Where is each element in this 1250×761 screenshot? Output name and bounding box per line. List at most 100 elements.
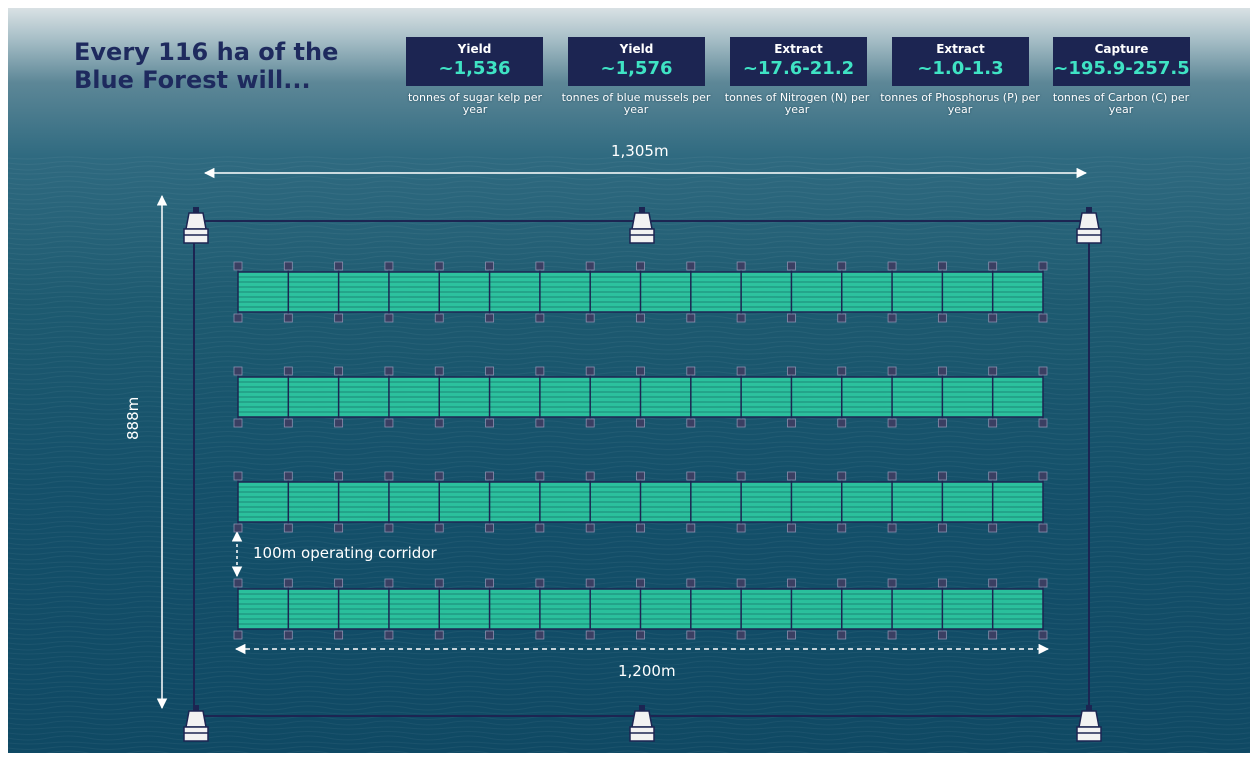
wave-line (8, 201, 1250, 205)
anchor-marker (837, 630, 847, 640)
anchor-marker (636, 578, 645, 588)
wave-line (8, 156, 1250, 160)
anchor-marker (686, 630, 696, 640)
buoy-base (629, 228, 655, 244)
anchor-marker (988, 578, 998, 588)
anchor-marker (787, 261, 796, 271)
anchor-marker (233, 313, 243, 323)
wave-line (8, 630, 1250, 636)
buoy-icon (629, 705, 655, 742)
buoy-body (185, 710, 207, 728)
anchor-marker (736, 630, 746, 640)
anchor-marker (937, 261, 947, 271)
farm-rows (233, 261, 1048, 640)
stat-value: ~1,536 (438, 58, 511, 79)
anchor-marker (434, 418, 444, 428)
anchor-marker (334, 578, 344, 588)
wave-line (8, 255, 1250, 261)
wave-line (8, 570, 1250, 576)
anchor-marker (636, 523, 645, 533)
anchor-marker (736, 471, 746, 481)
anchor-marker (283, 578, 293, 588)
site-height-label: 888m (124, 396, 142, 440)
anchor-marker (787, 523, 796, 533)
anchor-marker (535, 313, 545, 323)
buoy-base (1076, 726, 1102, 742)
anchor-marker (434, 578, 444, 588)
anchor-marker (384, 366, 394, 376)
buoy-body (1078, 710, 1100, 728)
stat-verb: Yield (457, 42, 492, 56)
buoy-top (1086, 705, 1092, 711)
wave-line (8, 321, 1250, 325)
anchor-marker (736, 261, 746, 271)
anchor-marker (887, 630, 897, 640)
stat-value: ~17.6-21.2 (742, 58, 855, 79)
anchor-marker (1038, 366, 1048, 376)
anchor-marker (334, 366, 344, 376)
wave-line (8, 656, 1250, 660)
stat-verb: Extract (774, 42, 823, 56)
wave-line (8, 195, 1250, 201)
anchor-marker (937, 471, 947, 481)
stat-caption: tonnes of Phosphorus (P) per year (880, 91, 1040, 116)
anchor-marker (585, 578, 595, 588)
wave-line (8, 251, 1250, 255)
infographic: Every 116 ha of the Blue Forest will... … (8, 8, 1250, 753)
buoy-icon (183, 207, 209, 244)
wave-line (8, 576, 1250, 580)
anchor-marker (686, 578, 696, 588)
stat-caption: tonnes of sugar kelp per year (407, 91, 543, 116)
anchor-marker (233, 523, 243, 533)
stat-value: ~1.0-1.3 (917, 58, 1004, 79)
anchor-marker (636, 630, 645, 640)
buoy-body (185, 212, 207, 230)
corridor-label: 100m operating corridor (253, 544, 437, 562)
anchor-marker (1038, 578, 1048, 588)
wave-line (8, 315, 1250, 321)
anchor-marker (233, 630, 243, 640)
anchor-marker (887, 418, 897, 428)
stat-box-mussel-yield: Yield ~1,576 (568, 37, 705, 86)
wave-line (8, 336, 1250, 340)
wave-line (8, 536, 1250, 540)
anchor-marker (233, 471, 243, 481)
anchor-marker (334, 313, 344, 323)
anchor-marker (233, 578, 243, 588)
wave-line (8, 555, 1250, 561)
anchor-marker (1038, 313, 1048, 323)
anchor-marker (837, 471, 847, 481)
wave-line (8, 461, 1250, 465)
wave-line (8, 326, 1250, 330)
anchor-marker (535, 418, 545, 428)
wave-line (8, 360, 1250, 366)
wave-line (8, 690, 1250, 696)
anchor-marker (937, 418, 947, 428)
anchor-marker (535, 471, 545, 481)
wave-line (8, 465, 1250, 471)
anchor-marker (736, 418, 746, 428)
stat-box-phosphorus-extract: Extract ~1.0-1.3 (892, 37, 1029, 86)
anchor-marker (434, 261, 444, 271)
wave-line (8, 261, 1250, 265)
anchor-marker (283, 418, 293, 428)
anchor-marker (636, 313, 645, 323)
wave-line (8, 356, 1250, 360)
buoy-top (639, 207, 645, 213)
stat-caption: tonnes of Carbon (C) per year (1052, 91, 1190, 116)
anchor-marker (585, 471, 595, 481)
anchor-marker (384, 630, 394, 640)
anchor-marker (787, 471, 796, 481)
wave-line (8, 311, 1250, 315)
stat-box-nitrogen-extract: Extract ~17.6-21.2 (730, 37, 867, 86)
wave-line (8, 191, 1250, 195)
anchor-marker (686, 471, 696, 481)
buoy-icon (1076, 207, 1102, 244)
buoy-base (183, 726, 209, 742)
anchor-marker (434, 313, 444, 323)
farm-row (233, 366, 1048, 428)
wave-line (8, 681, 1250, 685)
anchor-marker (535, 523, 545, 533)
anchor-marker (485, 366, 494, 376)
dimension-lines (156, 167, 1088, 710)
